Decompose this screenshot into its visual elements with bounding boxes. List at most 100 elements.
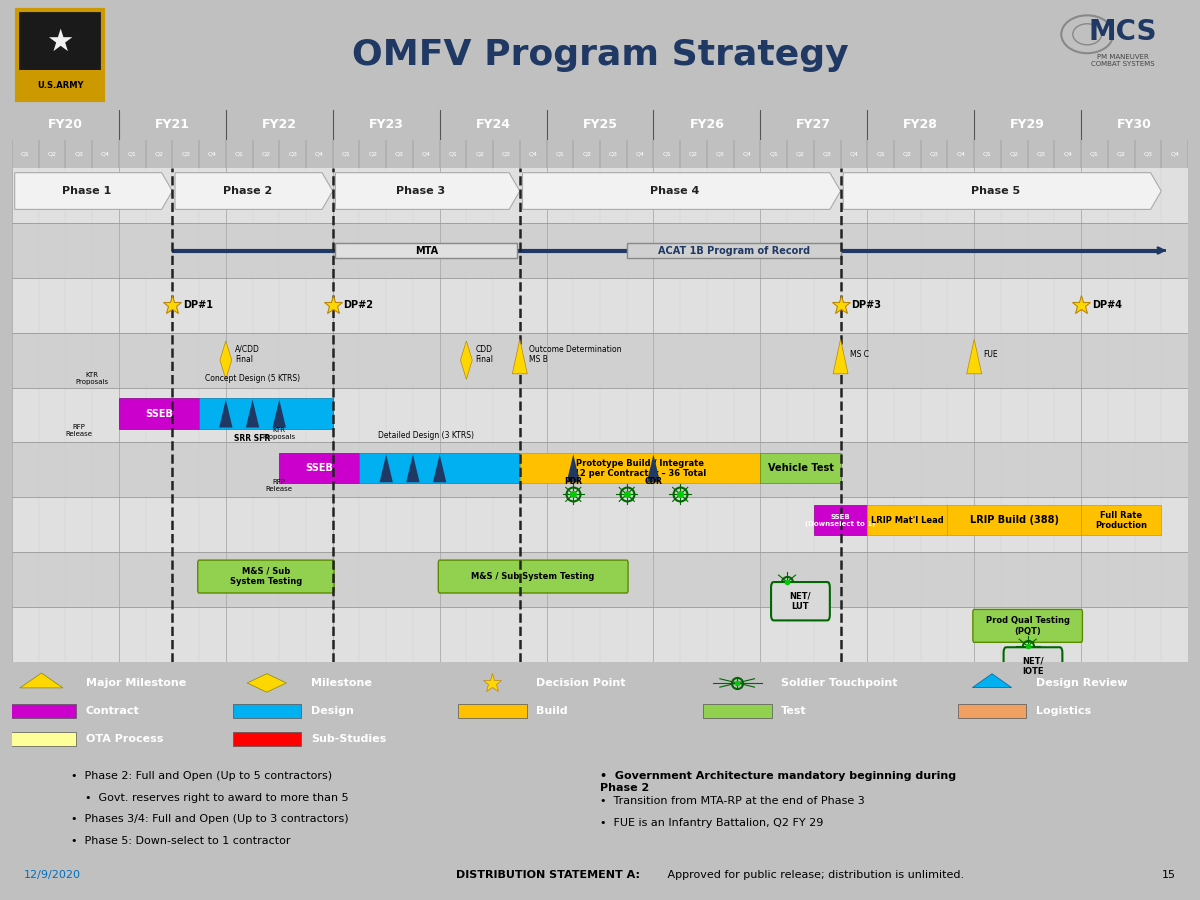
Text: OMFV Program Strategy: OMFV Program Strategy [352, 38, 848, 72]
Text: MCS: MCS [1088, 18, 1158, 46]
FancyBboxPatch shape [958, 704, 1026, 718]
Text: Q3: Q3 [74, 151, 83, 157]
Text: Q2: Q2 [368, 151, 377, 157]
FancyBboxPatch shape [973, 609, 1082, 643]
Text: Q3: Q3 [502, 151, 511, 157]
Text: Q1: Q1 [235, 151, 244, 157]
FancyBboxPatch shape [119, 399, 199, 428]
Text: ACAT 1B Program of Record: ACAT 1B Program of Record [658, 246, 810, 256]
Text: DP#2: DP#2 [343, 301, 373, 310]
FancyBboxPatch shape [458, 704, 527, 718]
Text: MS C: MS C [850, 350, 869, 359]
Text: Build: Build [536, 706, 568, 716]
Text: Prototype Build / Integrate
12 per Contractor – 36 Total: Prototype Build / Integrate 12 per Contr… [574, 459, 707, 478]
Text: •  Phase 2: Full and Open (Up to 5 contractors): • Phase 2: Full and Open (Up to 5 contra… [71, 771, 332, 781]
Text: Q4: Q4 [636, 151, 644, 157]
FancyBboxPatch shape [198, 560, 334, 593]
FancyBboxPatch shape [7, 732, 76, 746]
FancyBboxPatch shape [438, 560, 628, 593]
Text: Phase 4: Phase 4 [650, 186, 700, 196]
Text: Q4: Q4 [529, 151, 538, 157]
Text: DP#4: DP#4 [1092, 301, 1122, 310]
Text: Full Rate
Production: Full Rate Production [1096, 510, 1147, 530]
Polygon shape [336, 173, 520, 210]
Text: KTR
Proposals: KTR Proposals [263, 427, 296, 439]
Text: Q1: Q1 [876, 151, 886, 157]
Text: Vehicle Test: Vehicle Test [768, 464, 833, 473]
Bar [12, 278, 1188, 333]
Text: M&S / Sub System Testing: M&S / Sub System Testing [472, 572, 595, 581]
Text: KTR
Proposals: KTR Proposals [76, 372, 109, 385]
Text: Phase 3: Phase 3 [396, 186, 445, 196]
Text: FUE: FUE [984, 350, 998, 359]
Text: Q1: Q1 [769, 151, 778, 157]
Text: SSEB: SSEB [145, 409, 173, 419]
Polygon shape [407, 454, 420, 482]
Text: FY26: FY26 [690, 118, 725, 131]
Text: U.S.ARMY: U.S.ARMY [37, 81, 83, 90]
Text: FY29: FY29 [1010, 118, 1045, 131]
Text: 12/9/2020: 12/9/2020 [24, 870, 82, 880]
Text: DP#1: DP#1 [184, 301, 214, 310]
Polygon shape [512, 339, 527, 374]
Text: Q2: Q2 [475, 151, 485, 157]
Polygon shape [246, 400, 259, 428]
FancyBboxPatch shape [199, 399, 332, 428]
Polygon shape [379, 454, 392, 482]
Text: Major Milestone: Major Milestone [85, 678, 186, 688]
Text: SSEB
(Downselect to 1): SSEB (Downselect to 1) [805, 514, 876, 526]
Text: Q2: Q2 [262, 151, 270, 157]
Text: Q3: Q3 [288, 151, 298, 157]
Text: SSEB: SSEB [306, 464, 334, 473]
Text: •  Government Architecture mandatory beginning during
Phase 2: • Government Architecture mandatory begi… [600, 771, 956, 793]
Text: Q4: Q4 [101, 151, 110, 157]
Text: Q2: Q2 [902, 151, 912, 157]
Text: DISTRIBUTION STATEMENT A:: DISTRIBUTION STATEMENT A: [456, 870, 640, 880]
Text: Q4: Q4 [1170, 151, 1180, 157]
Text: Q4: Q4 [850, 151, 858, 157]
Text: 15: 15 [1162, 870, 1176, 880]
Polygon shape [220, 400, 233, 428]
FancyBboxPatch shape [626, 243, 840, 258]
Text: Q1: Q1 [983, 151, 992, 157]
FancyBboxPatch shape [814, 505, 868, 536]
Polygon shape [844, 173, 1162, 210]
Text: Q2: Q2 [689, 151, 698, 157]
Text: A/CDD
Final: A/CDD Final [235, 345, 260, 364]
Text: Concept Design (5 KTRS): Concept Design (5 KTRS) [205, 374, 300, 383]
Text: CDR: CDR [644, 477, 662, 486]
Text: DP#3: DP#3 [851, 301, 881, 310]
FancyBboxPatch shape [233, 704, 301, 718]
Polygon shape [647, 454, 660, 482]
Polygon shape [972, 674, 1012, 688]
Polygon shape [14, 173, 173, 210]
Text: Design Review: Design Review [1036, 678, 1128, 688]
FancyBboxPatch shape [17, 70, 103, 100]
Text: Q1: Q1 [1090, 151, 1099, 157]
Text: •  FUE is an Infantry Battalion, Q2 FY 29: • FUE is an Infantry Battalion, Q2 FY 29 [600, 818, 823, 828]
FancyBboxPatch shape [948, 505, 1081, 536]
Text: Design: Design [311, 706, 354, 716]
Text: Phase 1: Phase 1 [62, 186, 112, 196]
Text: Q2: Q2 [1117, 151, 1126, 157]
Text: FY27: FY27 [797, 118, 832, 131]
Text: Phase 2: Phase 2 [222, 186, 272, 196]
Text: PDR: PDR [564, 477, 582, 486]
Text: Q3: Q3 [1144, 151, 1152, 157]
Text: RFP
Release: RFP Release [65, 424, 92, 436]
Text: Q4: Q4 [421, 151, 431, 157]
Text: LRIP Mat'l Lead: LRIP Mat'l Lead [871, 516, 943, 525]
Text: Logistics: Logistics [1036, 706, 1091, 716]
Text: Q4: Q4 [1063, 151, 1073, 157]
Text: Milestone: Milestone [311, 678, 372, 688]
Text: FY28: FY28 [904, 118, 938, 131]
Bar [12, 497, 1188, 552]
Text: FY30: FY30 [1117, 118, 1152, 131]
Text: MTA: MTA [415, 246, 438, 256]
FancyBboxPatch shape [7, 704, 76, 718]
FancyBboxPatch shape [520, 454, 761, 483]
FancyBboxPatch shape [703, 704, 772, 718]
Text: Q4: Q4 [956, 151, 965, 157]
FancyBboxPatch shape [17, 10, 103, 100]
Text: FY20: FY20 [48, 118, 83, 131]
